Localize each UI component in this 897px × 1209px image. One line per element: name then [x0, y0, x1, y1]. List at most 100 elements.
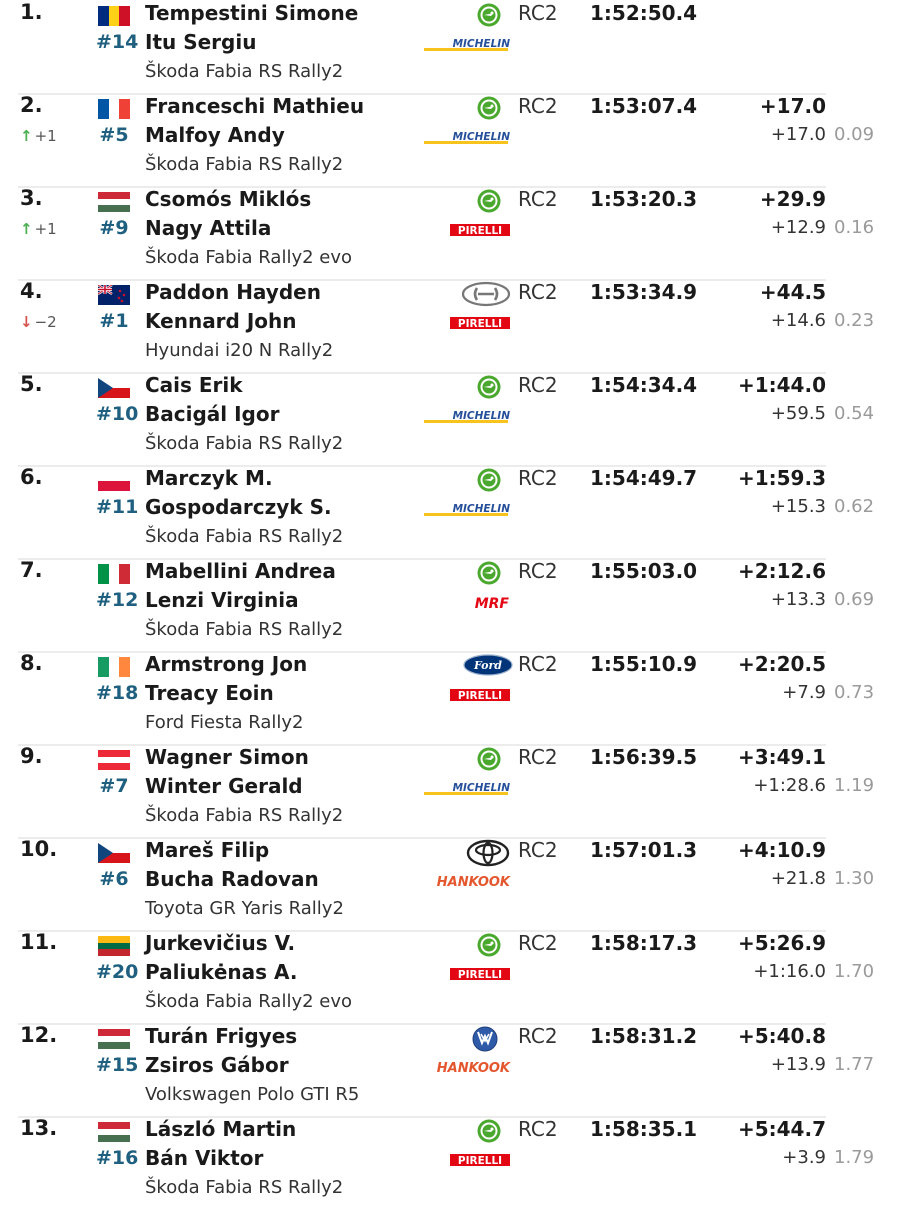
total-time: 1:56:39.5 — [590, 745, 698, 769]
car-model: Hyundai i20 N Rally2 — [145, 340, 334, 361]
result-row[interactable]: 7. #12 Mabellini Andrea Lenzi Virginia Škoda… — [0, 558, 897, 651]
position-change-value: +1 — [34, 220, 57, 238]
row-divider — [18, 837, 826, 839]
driver-name[interactable]: Marczyk M. — [145, 466, 273, 490]
car-model: Škoda Fabia Rally2 evo — [145, 991, 353, 1012]
gap-to-leader: +1:59.3 — [737, 466, 826, 490]
svg-text:MICHELIN: MICHELIN — [453, 38, 511, 50]
gap-to-leader: +17.0 — [759, 94, 826, 118]
gap-to-previous: +21.8 — [770, 868, 826, 889]
position: 8. — [20, 651, 43, 675]
svg-text:PIRELLI: PIRELLI — [458, 1155, 502, 1167]
driver-name[interactable]: Csomós Miklós — [145, 187, 312, 211]
codriver-name[interactable]: Zsiros Gábor — [145, 1053, 289, 1077]
codriver-name[interactable]: Itu Sergiu — [145, 30, 257, 54]
driver-name[interactable]: Mabellini Andrea — [145, 559, 336, 583]
gap-to-previous: +15.3 — [770, 496, 826, 517]
result-row[interactable]: 1. #14 Tempestini Simone Itu Sergiu Škoda Fa… — [0, 0, 897, 93]
result-row[interactable]: 9. #7 Wagner Simon Winter Gerald Škoda Fabia… — [0, 744, 897, 837]
position: 7. — [20, 558, 43, 582]
class-label: RC2 — [518, 466, 558, 490]
position: 1. — [20, 0, 43, 24]
car-model: Toyota GR Yaris Rally2 — [145, 898, 344, 919]
driver-name[interactable]: László Martin — [145, 1117, 297, 1141]
gap-to-leader: +5:26.9 — [737, 931, 826, 955]
class-label: RC2 — [518, 1, 558, 25]
gap-to-leader: +2:20.5 — [737, 652, 826, 676]
row-divider — [18, 93, 826, 95]
class-label: RC2 — [518, 652, 558, 676]
skoda-logo — [470, 188, 510, 214]
driver-name[interactable]: Turán Frigyes — [145, 1024, 298, 1048]
result-row[interactable]: 6. #11 Marczyk M. Gospodarczyk S. Škoda Fabi… — [0, 465, 897, 558]
gap-to-leader: +5:44.7 — [737, 1117, 826, 1141]
skoda-logo — [470, 932, 510, 958]
position: 12. — [20, 1023, 58, 1047]
result-row[interactable]: 12. #15 Turán Frigyes Zsiros Gábor Volkswage… — [0, 1023, 897, 1116]
result-row[interactable]: 4. ↓ −2 #1 Paddon Hayden Kennard John Hyundai … — [0, 279, 897, 372]
svg-text:MICHELIN: MICHELIN — [453, 782, 511, 794]
driver-name[interactable]: Wagner Simon — [145, 745, 309, 769]
class-label: RC2 — [518, 94, 558, 118]
result-row[interactable]: 3. ↑ +1 #9 Csomós Miklós Nagy Attila Škoda Fab… — [0, 186, 897, 279]
result-row[interactable]: 10. #6 Mareš Filip Bucha Radovan Toyota GR Y… — [0, 837, 897, 930]
row-divider — [18, 279, 826, 281]
class-label: RC2 — [518, 187, 558, 211]
driver-name[interactable]: Franceschi Mathieu — [145, 94, 365, 118]
gap-per-km: 1.77 — [834, 1054, 875, 1075]
driver-name[interactable]: Tempestini Simone — [145, 1, 359, 25]
car-model: Škoda Fabia RS Rally2 — [145, 61, 344, 82]
position-change-value: +1 — [34, 127, 57, 145]
tyre-logo-michelin: MICHELIN — [420, 36, 512, 52]
car-model: Škoda Fabia RS Rally2 — [145, 526, 344, 547]
gap-per-km: 1.79 — [834, 1147, 875, 1168]
codriver-name[interactable]: Winter Gerald — [145, 774, 303, 798]
total-time: 1:52:50.4 — [590, 1, 698, 25]
driver-name[interactable]: Mareš Filip — [145, 838, 270, 862]
codriver-name[interactable]: Bán Viktor — [145, 1146, 264, 1170]
codriver-name[interactable]: Malfoy Andy — [145, 123, 285, 147]
codriver-name[interactable]: Kennard John — [145, 309, 297, 333]
gap-per-km: 0.23 — [834, 310, 875, 331]
codriver-name[interactable]: Paliukėnas A. — [145, 960, 298, 984]
result-row[interactable]: 13. #16 László Martin Bán Viktor Škoda Fabia… — [0, 1116, 897, 1209]
tyre-logo-michelin: MICHELIN — [420, 129, 512, 145]
position-change: ↓ −2 — [20, 313, 57, 331]
total-time: 1:53:07.4 — [590, 94, 698, 118]
position-change: ↑ +1 — [20, 220, 57, 238]
driver-name[interactable]: Paddon Hayden — [145, 280, 321, 304]
gap-to-previous: +1:16.0 — [753, 961, 826, 982]
car-number: #14 — [96, 31, 139, 53]
svg-text:PIRELLI: PIRELLI — [458, 225, 502, 237]
skoda-logo — [470, 95, 510, 121]
result-row[interactable]: 11. #20 Jurkevičius V. Paliukėnas A. Škoda F… — [0, 930, 897, 1023]
gap-to-previous: +13.9 — [770, 1054, 826, 1075]
codriver-name[interactable]: Bacigál Igor — [145, 402, 280, 426]
svg-text:MICHELIN: MICHELIN — [453, 410, 511, 422]
result-row[interactable]: 5. #10 Cais Erik Bacigál Igor Škoda Fabia RS… — [0, 372, 897, 465]
gap-per-km: 1.19 — [834, 775, 875, 796]
tyre-logo-pirelli: PIRELLI — [420, 1152, 512, 1168]
flag-icon — [98, 471, 130, 491]
codriver-name[interactable]: Treacy Eoin — [145, 681, 274, 705]
codriver-name[interactable]: Nagy Attila — [145, 216, 272, 240]
tyre-logo-hankook: HANKOOK — [420, 1059, 512, 1075]
flag-icon — [98, 192, 130, 212]
total-time: 1:54:34.4 — [590, 373, 698, 397]
driver-name[interactable]: Jurkevičius V. — [145, 931, 296, 955]
position: 2. — [20, 93, 43, 117]
class-label: RC2 — [518, 280, 558, 304]
codriver-name[interactable]: Bucha Radovan — [145, 867, 319, 891]
gap-to-previous: +1:28.6 — [753, 775, 826, 796]
skoda-logo — [470, 374, 510, 400]
driver-name[interactable]: Cais Erik — [145, 373, 243, 397]
row-divider — [18, 651, 826, 653]
driver-name[interactable]: Armstrong Jon — [145, 652, 308, 676]
skoda-logo — [470, 467, 510, 493]
codriver-name[interactable]: Lenzi Virginia — [145, 588, 299, 612]
flag-icon — [98, 6, 130, 26]
result-row[interactable]: 2. ↑ +1 #5 Franceschi Mathieu Malfoy Andy Škod… — [0, 93, 897, 186]
codriver-name[interactable]: Gospodarczyk S. — [145, 495, 332, 519]
result-row[interactable]: 8. #18 Armstrong Jon Treacy Eoin Ford Fiesta… — [0, 651, 897, 744]
